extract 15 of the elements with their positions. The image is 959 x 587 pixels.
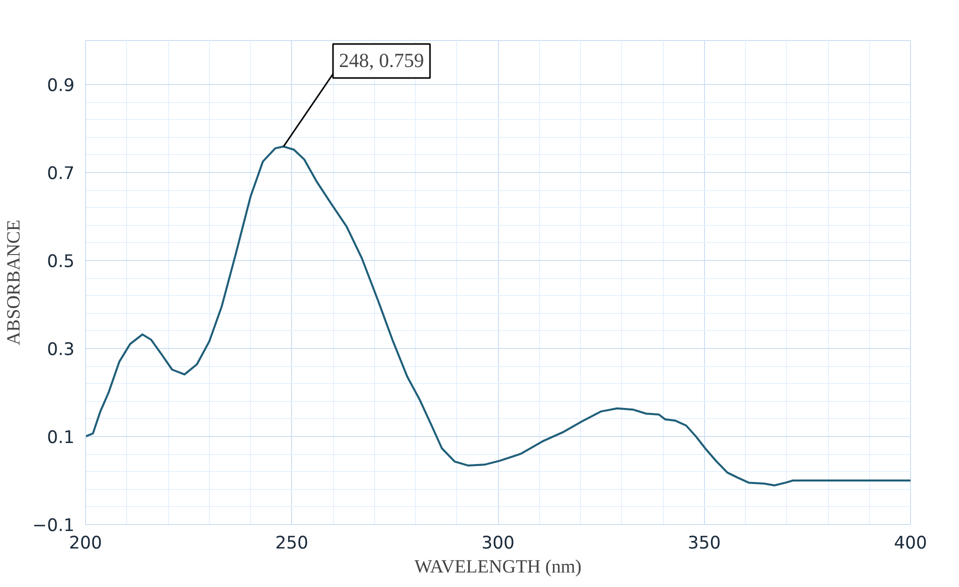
y-tick-label: 0.5 xyxy=(46,252,75,272)
y-axis-title: ABSORBANCE xyxy=(3,220,24,346)
y-tick-label: 0.7 xyxy=(46,164,75,184)
y-tick-label: 0.1 xyxy=(46,428,75,448)
x-tick-label: 350 xyxy=(688,534,721,554)
x-tick-label: 300 xyxy=(481,534,515,554)
x-tick-label: 200 xyxy=(68,534,102,554)
x-tick-label: 400 xyxy=(894,534,928,554)
annotation: 248, 0.759 xyxy=(339,50,424,72)
line-series xyxy=(86,146,910,486)
y-tick-label: −0.1 xyxy=(32,516,74,536)
y-tick-label: 0.9 xyxy=(46,76,75,96)
x-tick-label: 250 xyxy=(275,534,308,554)
x-axis-title: WAVELENGTH (nm) xyxy=(414,556,582,578)
y-tick-label: 0.3 xyxy=(46,340,75,360)
